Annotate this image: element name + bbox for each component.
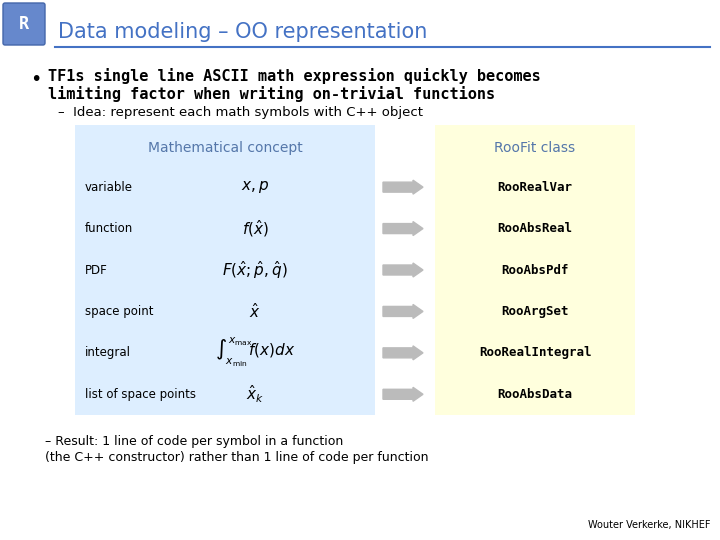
FancyBboxPatch shape	[75, 125, 375, 415]
Text: $f(\hat{x})$: $f(\hat{x})$	[241, 218, 269, 239]
Text: Data modeling – OO representation: Data modeling – OO representation	[58, 22, 428, 42]
Text: Wouter Verkerke, NIKHEF: Wouter Verkerke, NIKHEF	[588, 520, 710, 530]
Text: (the C++ constructor) rather than 1 line of code per function: (the C++ constructor) rather than 1 line…	[45, 451, 428, 464]
Text: function: function	[85, 222, 133, 235]
FancyBboxPatch shape	[435, 125, 635, 415]
Text: $\int_{x_{\min}}^{x_{\max}}\!f(x)dx$: $\int_{x_{\min}}^{x_{\max}}\!f(x)dx$	[215, 336, 295, 369]
Text: PDF: PDF	[85, 264, 108, 276]
FancyArrow shape	[383, 221, 423, 235]
FancyArrow shape	[383, 387, 423, 401]
Text: space point: space point	[85, 305, 153, 318]
Text: $x, p$: $x, p$	[241, 179, 269, 195]
FancyBboxPatch shape	[3, 3, 45, 45]
FancyArrow shape	[383, 346, 423, 360]
Text: RooRealIntegral: RooRealIntegral	[479, 346, 591, 359]
Text: $\hat{x}$: $\hat{x}$	[249, 302, 261, 321]
Text: $F(\hat{x};\hat{p},\hat{q})$: $F(\hat{x};\hat{p},\hat{q})$	[222, 259, 288, 281]
Text: RooAbsPdf: RooAbsPdf	[501, 264, 569, 276]
Text: – Result: 1 line of code per symbol in a function: – Result: 1 line of code per symbol in a…	[45, 435, 343, 448]
FancyArrow shape	[383, 305, 423, 319]
Text: $\hat{x}_k$: $\hat{x}_k$	[246, 383, 264, 405]
Text: RooFit class: RooFit class	[495, 141, 575, 155]
Text: limiting factor when writing on-trivial functions: limiting factor when writing on-trivial …	[48, 86, 495, 102]
Text: Mathematical concept: Mathematical concept	[148, 141, 302, 155]
Text: TF1s single line ASCII math expression quickly becomes: TF1s single line ASCII math expression q…	[48, 68, 541, 84]
Text: R: R	[19, 15, 29, 33]
Text: RooAbsReal: RooAbsReal	[498, 222, 572, 235]
FancyArrow shape	[383, 180, 423, 194]
Text: •: •	[30, 70, 41, 89]
Text: list of space points: list of space points	[85, 388, 196, 401]
Text: integral: integral	[85, 346, 131, 359]
Text: –  Idea: represent each math symbols with C++ object: – Idea: represent each math symbols with…	[58, 106, 423, 119]
Text: RooAbsData: RooAbsData	[498, 388, 572, 401]
Text: RooArgSet: RooArgSet	[501, 305, 569, 318]
Text: RooRealVar: RooRealVar	[498, 181, 572, 194]
Text: variable: variable	[85, 181, 133, 194]
FancyArrow shape	[383, 263, 423, 277]
